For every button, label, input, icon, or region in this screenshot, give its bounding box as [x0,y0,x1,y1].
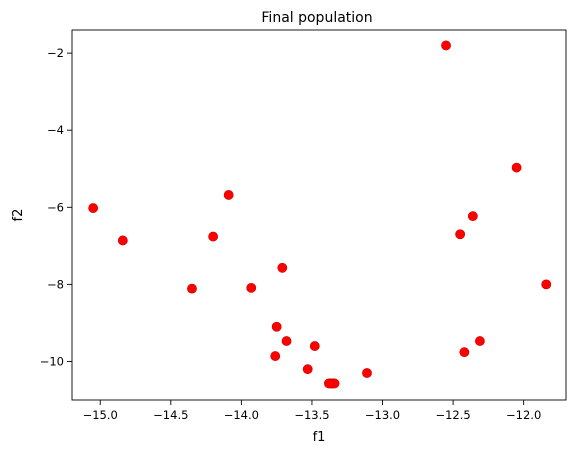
y-tick-label: −6 [47,200,64,214]
x-axis: −15.0 −14.5 −14.0 −13.5 −13.0 −12.5 −12.0 [83,400,541,422]
x-tick-label: −14.5 [153,408,188,422]
data-point [309,341,320,351]
x-tick-label: −13.0 [365,408,400,422]
data-point [88,203,99,213]
data-point [302,364,313,375]
x-tick-label: −12.5 [435,408,470,422]
y-tick-label: −2 [47,46,64,60]
data-point [223,190,234,200]
plot-area [88,40,552,389]
x-tick-label: −13.5 [294,408,329,422]
data-point [187,283,197,294]
data-point [511,162,522,173]
y-tick-label: −8 [47,277,64,291]
data-point [362,368,372,378]
x-tick-label: −12.0 [506,408,541,422]
data-point [441,40,451,51]
data-point [475,336,485,346]
data-point [467,211,478,222]
data-point [455,229,466,240]
data-point [281,336,292,346]
chart-title: Final population [261,10,372,26]
y-axis-label: f2 [11,209,26,222]
y-axis: −10 −8 −6 −4 −2 [40,46,72,368]
x-axis-label: f1 [313,430,326,445]
x-tick-label: −15.0 [83,408,118,422]
data-point [270,351,281,361]
x-tick-label: −14.0 [224,408,259,422]
y-tick-label: −4 [47,123,64,137]
data-point [459,347,470,358]
data-point [271,321,282,332]
data-point [208,231,219,242]
data-point [277,262,288,273]
data-point [117,235,128,246]
plot-frame [71,29,567,401]
data-point [246,282,257,293]
y-tick-label: −10 [40,354,64,368]
data-point [323,378,334,389]
data-point [541,279,552,290]
